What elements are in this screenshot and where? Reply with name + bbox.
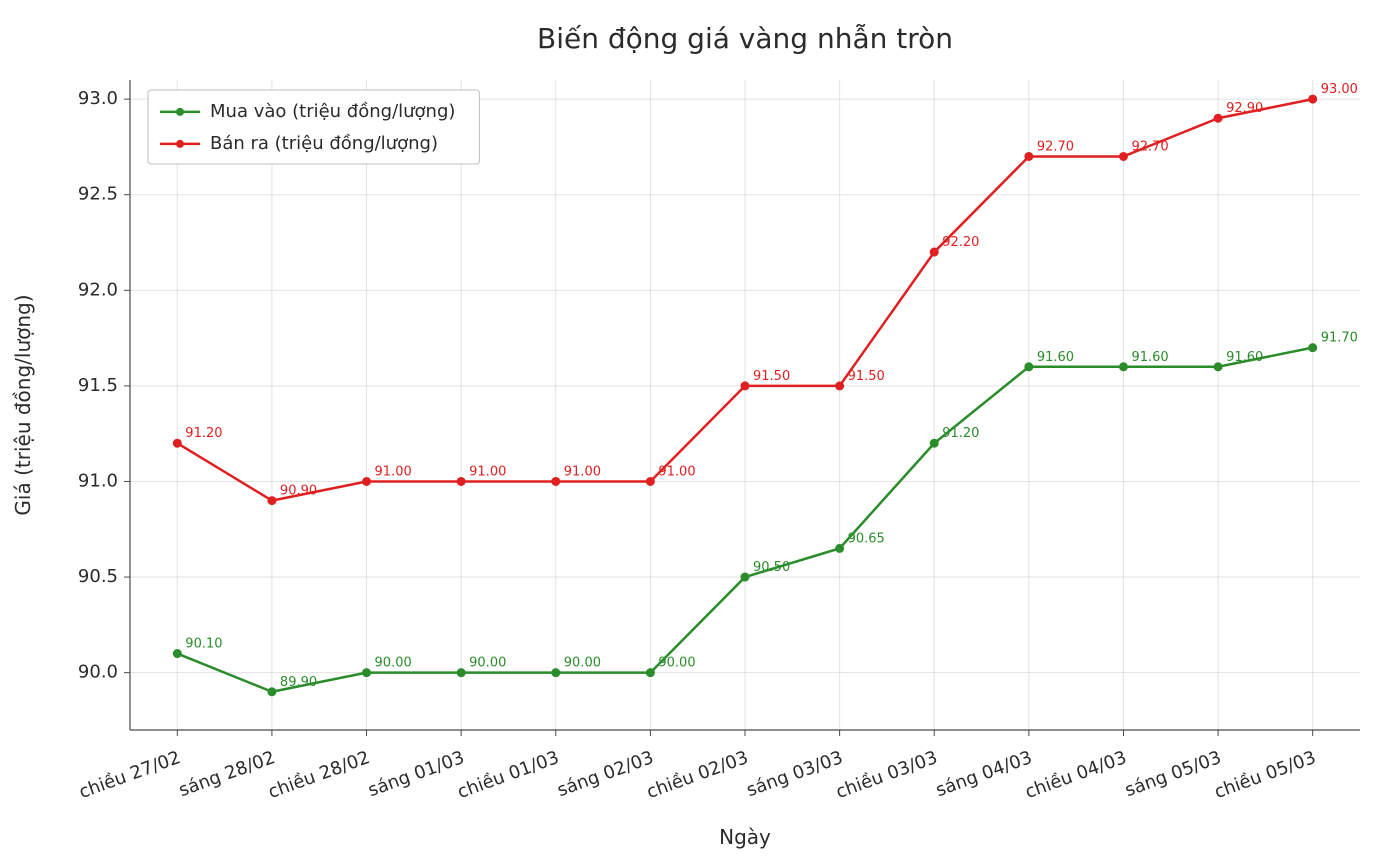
series-value-label-mua_vao: 90.00 [469, 656, 506, 671]
chart-title: Biến động giá vàng nhẫn tròn [537, 22, 953, 55]
series-marker-mua_vao [552, 669, 560, 677]
y-tick-label: 90.5 [78, 566, 118, 587]
chart-container: 90.090.591.091.592.092.593.0chiều 27/02s… [0, 0, 1396, 862]
series-value-label-mua_vao: 90.65 [848, 531, 885, 546]
series-value-label-ban_ra: 91.00 [658, 464, 695, 479]
y-tick-label: 90.0 [78, 662, 118, 683]
series-marker-ban_ra [457, 477, 465, 485]
series-marker-ban_ra [930, 248, 938, 256]
series-marker-ban_ra [552, 477, 560, 485]
y-tick-label: 92.5 [78, 184, 118, 205]
series-marker-mua_vao [1309, 344, 1317, 352]
series-marker-ban_ra [1119, 152, 1127, 160]
series-marker-ban_ra [363, 477, 371, 485]
series-value-label-ban_ra: 91.00 [469, 464, 506, 479]
series-marker-ban_ra [1309, 95, 1317, 103]
y-tick-label: 91.5 [78, 375, 118, 396]
x-axis-label: Ngày [719, 825, 771, 849]
y-tick-label: 93.0 [78, 88, 118, 109]
series-marker-mua_vao [268, 688, 276, 696]
gold-price-chart: 90.090.591.091.592.092.593.0chiều 27/02s… [0, 0, 1396, 862]
series-marker-mua_vao [741, 573, 749, 581]
y-axis-label: Giá (triệu đồng/lượng) [11, 294, 35, 515]
series-value-label-mua_vao: 90.00 [564, 656, 601, 671]
series-value-label-ban_ra: 91.00 [564, 464, 601, 479]
series-value-label-mua_vao: 91.60 [1131, 350, 1168, 365]
series-value-label-ban_ra: 91.00 [375, 464, 412, 479]
legend-label-ban_ra: Bán ra (triệu đồng/lượng) [210, 133, 438, 154]
series-marker-mua_vao [457, 669, 465, 677]
series-value-label-mua_vao: 91.20 [942, 426, 979, 441]
series-marker-mua_vao [1025, 363, 1033, 371]
series-marker-mua_vao [363, 669, 371, 677]
series-value-label-ban_ra: 90.90 [280, 484, 317, 499]
series-value-label-ban_ra: 92.90 [1226, 101, 1263, 116]
series-value-label-ban_ra: 91.20 [185, 426, 222, 441]
series-marker-ban_ra [268, 497, 276, 505]
series-marker-ban_ra [1025, 152, 1033, 160]
series-marker-mua_vao [836, 544, 844, 552]
series-value-label-mua_vao: 90.10 [185, 637, 222, 652]
series-marker-ban_ra [741, 382, 749, 390]
series-marker-mua_vao [1214, 363, 1222, 371]
series-marker-ban_ra [173, 439, 181, 447]
series-value-label-ban_ra: 92.70 [1131, 139, 1168, 154]
series-value-label-mua_vao: 90.50 [753, 560, 790, 575]
series-value-label-mua_vao: 90.00 [375, 656, 412, 671]
series-value-label-mua_vao: 91.60 [1037, 350, 1074, 365]
legend: Mua vào (triệu đồng/lượng) Bán ra (triệu … [148, 90, 479, 164]
series-marker-mua_vao [173, 650, 181, 658]
series-value-label-ban_ra: 91.50 [753, 369, 790, 384]
legend-label-mua_vao: Mua vào (triệu đồng/lượng) [210, 101, 455, 122]
series-value-label-ban_ra: 93.00 [1321, 82, 1358, 97]
series-marker-mua_vao [646, 669, 654, 677]
series-marker-mua_vao [930, 439, 938, 447]
series-value-label-mua_vao: 90.00 [658, 656, 695, 671]
series-marker-ban_ra [836, 382, 844, 390]
y-tick-label: 92.0 [78, 279, 118, 300]
series-marker-ban_ra [1214, 114, 1222, 122]
series-marker-ban_ra [646, 477, 654, 485]
series-value-label-ban_ra: 92.70 [1037, 139, 1074, 154]
series-value-label-mua_vao: 91.70 [1321, 331, 1358, 346]
series-value-label-mua_vao: 91.60 [1226, 350, 1263, 365]
y-tick-label: 91.0 [78, 470, 118, 491]
series-value-label-mua_vao: 89.90 [280, 675, 317, 690]
series-marker-mua_vao [1119, 363, 1127, 371]
series-value-label-ban_ra: 92.20 [942, 235, 979, 250]
series-value-label-ban_ra: 91.50 [848, 369, 885, 384]
